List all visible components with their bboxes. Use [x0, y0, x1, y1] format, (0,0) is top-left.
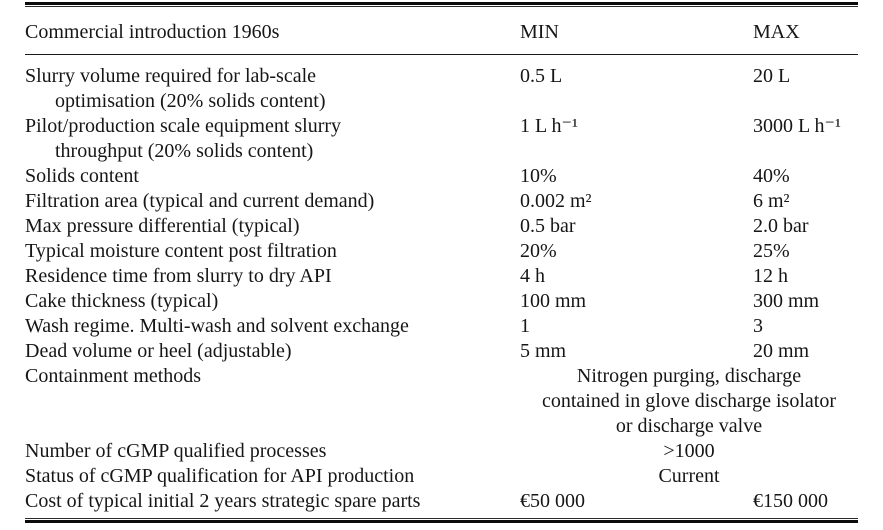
table-row: Wash regime. Multi-wash and solvent exch…	[25, 314, 858, 339]
max-value: 40%	[753, 165, 790, 187]
min-value: 1 L h⁻¹	[520, 115, 579, 137]
max-value: 300 mm	[753, 290, 820, 312]
row-label: Max pressure differential (typical)	[25, 215, 300, 237]
table-row: Cake thickness (typical) 100 mm 300 mm	[25, 289, 858, 314]
min-value: 10%	[520, 165, 557, 187]
row-label-line2: optimisation (20% solids content)	[55, 90, 326, 112]
table-row: Pilot/production scale equipment slurry …	[25, 114, 858, 164]
bottom-rule-thin	[25, 518, 858, 519]
table-row: Containment methods Nitrogen purging, di…	[25, 364, 858, 439]
table-row: Max pressure differential (typical) 0.5 …	[25, 214, 858, 239]
table-row: Number of cGMP qualified processes >1000	[25, 439, 858, 464]
row-label-line1: Slurry volume required for lab-scale	[25, 65, 317, 87]
row-label: Typical moisture content post filtration	[25, 240, 337, 262]
min-value: 20%	[520, 240, 557, 262]
max-value: 2.0 bar	[753, 215, 809, 237]
max-value: 6 m²	[753, 190, 790, 212]
span-value: Nitrogen purging, discharge contained in…	[542, 365, 836, 437]
row-label: Cake thickness (typical)	[25, 290, 219, 312]
min-value: 100 mm	[520, 290, 587, 312]
table-row: Dead volume or heel (adjustable) 5 mm 20…	[25, 339, 858, 364]
max-value: 12 h	[753, 265, 788, 287]
row-label-line2: throughput (20% solids content)	[55, 140, 314, 162]
max-value: €150 000	[753, 490, 828, 512]
row-label: Filtration area (typical and current dem…	[25, 190, 375, 212]
spec-table: Commercial introduction 1960s MIN MAX Sl…	[25, 7, 858, 514]
table-row: Slurry volume required for lab-scale opt…	[25, 55, 858, 115]
span-value-cell: Nitrogen purging, discharge contained in…	[520, 364, 858, 439]
row-label: Containment methods	[25, 365, 202, 387]
column-header-parameter: Commercial introduction 1960s	[25, 7, 520, 55]
max-value: 20 L	[753, 65, 791, 87]
table-row: Cost of typical initial 2 years strategi…	[25, 489, 858, 514]
min-value: 0.5 bar	[520, 215, 576, 237]
row-label-line1: Pilot/production scale equipment slurry	[25, 115, 342, 137]
row-label: Solids content	[25, 165, 139, 187]
min-value: 4 h	[520, 265, 545, 287]
row-label: Slurry volume required for lab-scale opt…	[25, 55, 520, 115]
span-value-cell: Current	[520, 464, 858, 489]
max-value: 3000 L h⁻¹	[753, 115, 842, 137]
paper-table: Commercial introduction 1960s MIN MAX Sl…	[25, 2, 858, 523]
column-header-min: MIN	[520, 7, 753, 55]
table-row: Solids content 10% 40%	[25, 164, 858, 189]
row-label: Status of cGMP qualification for API pro…	[25, 465, 415, 487]
max-value: 20 mm	[753, 340, 810, 362]
span-value: >1000	[663, 440, 715, 462]
row-label: Pilot/production scale equipment slurry …	[25, 114, 520, 164]
header-row: Commercial introduction 1960s MIN MAX	[25, 7, 858, 55]
min-value: 1	[520, 315, 530, 337]
min-value: 0.5 L	[520, 65, 563, 87]
min-value: 0.002 m²	[520, 190, 592, 212]
span-value-cell: >1000	[520, 439, 858, 464]
row-label: Dead volume or heel (adjustable)	[25, 340, 292, 362]
row-label: Residence time from slurry to dry API	[25, 265, 332, 287]
top-rule-thick	[25, 2, 858, 5]
max-value: 3	[753, 315, 763, 337]
table-row: Residence time from slurry to dry API 4 …	[25, 264, 858, 289]
table-row: Filtration area (typical and current dem…	[25, 189, 858, 214]
top-rule-thin	[25, 6, 858, 7]
min-value: 5 mm	[520, 340, 567, 362]
table-row: Typical moisture content post filtration…	[25, 239, 858, 264]
bottom-rule-thick	[25, 520, 858, 523]
max-value: 25%	[753, 240, 790, 262]
table-row: Status of cGMP qualification for API pro…	[25, 464, 858, 489]
bottom-rules	[25, 518, 858, 523]
row-label: Number of cGMP qualified processes	[25, 440, 327, 462]
column-header-max: MAX	[753, 7, 858, 55]
min-value: €50 000	[520, 490, 585, 512]
span-value: Current	[658, 465, 720, 487]
row-label: Wash regime. Multi-wash and solvent exch…	[25, 315, 409, 337]
row-label: Cost of typical initial 2 years strategi…	[25, 490, 421, 512]
